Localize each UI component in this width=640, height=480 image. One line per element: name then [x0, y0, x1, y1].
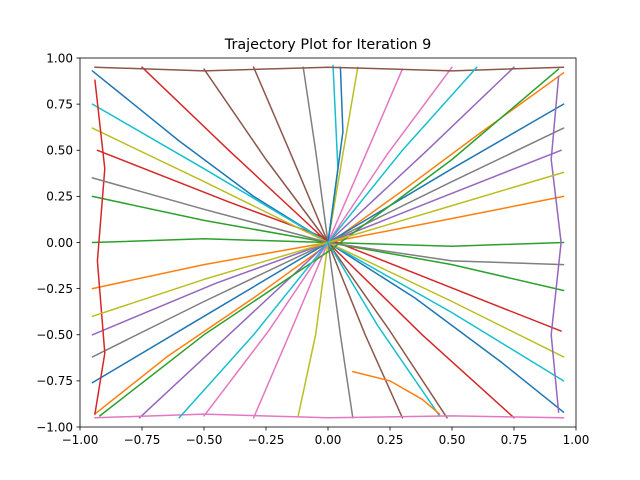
trajectory-line-24	[94, 79, 106, 415]
chart-title: Trajectory Plot for Iteration 9	[224, 37, 431, 53]
y-tick-label: −0.50	[36, 328, 73, 342]
trajectory-line-27	[94, 413, 565, 419]
trajectory-line-21	[327, 66, 344, 244]
x-tick-label: −0.50	[186, 433, 223, 447]
y-tick-label: 0.25	[46, 190, 73, 204]
x-axis: −1.00 −0.75 −0.50 −0.25 0.00 0.25 0.50 0.75 1.00	[62, 427, 590, 447]
plot-area	[79, 57, 577, 428]
x-tick-label: 1.00	[563, 433, 590, 447]
x-tick-label: −0.75	[124, 433, 161, 447]
x-tick-label: −0.25	[248, 433, 285, 447]
y-tick-label: 0.75	[46, 97, 73, 111]
trajectory-line-25	[550, 75, 562, 413]
x-tick-label: 0.00	[315, 433, 342, 447]
y-tick-label: 1.00	[46, 51, 73, 65]
x-tick-label: 0.50	[439, 433, 466, 447]
series-layer	[91, 64, 565, 419]
x-tick-label: −1.00	[62, 433, 99, 447]
y-tick-label: −1.00	[36, 420, 73, 434]
y-tick-label: 0.50	[46, 144, 73, 158]
y-axis: −1.00 −0.75 −0.50 −0.25 0.00 0.25 0.50 0.75 1.00	[36, 51, 80, 434]
y-tick-label: −0.75	[36, 374, 73, 388]
x-tick-label: 0.75	[501, 433, 528, 447]
y-tick-label: 0.00	[46, 236, 73, 250]
y-tick-label: −0.25	[36, 282, 73, 296]
trajectory-line-23	[99, 68, 560, 417]
trajectory-line-30	[178, 66, 478, 419]
x-tick-label: 0.25	[377, 433, 404, 447]
trajectory-line-22	[352, 370, 441, 415]
trajectory-line-26	[94, 66, 565, 72]
